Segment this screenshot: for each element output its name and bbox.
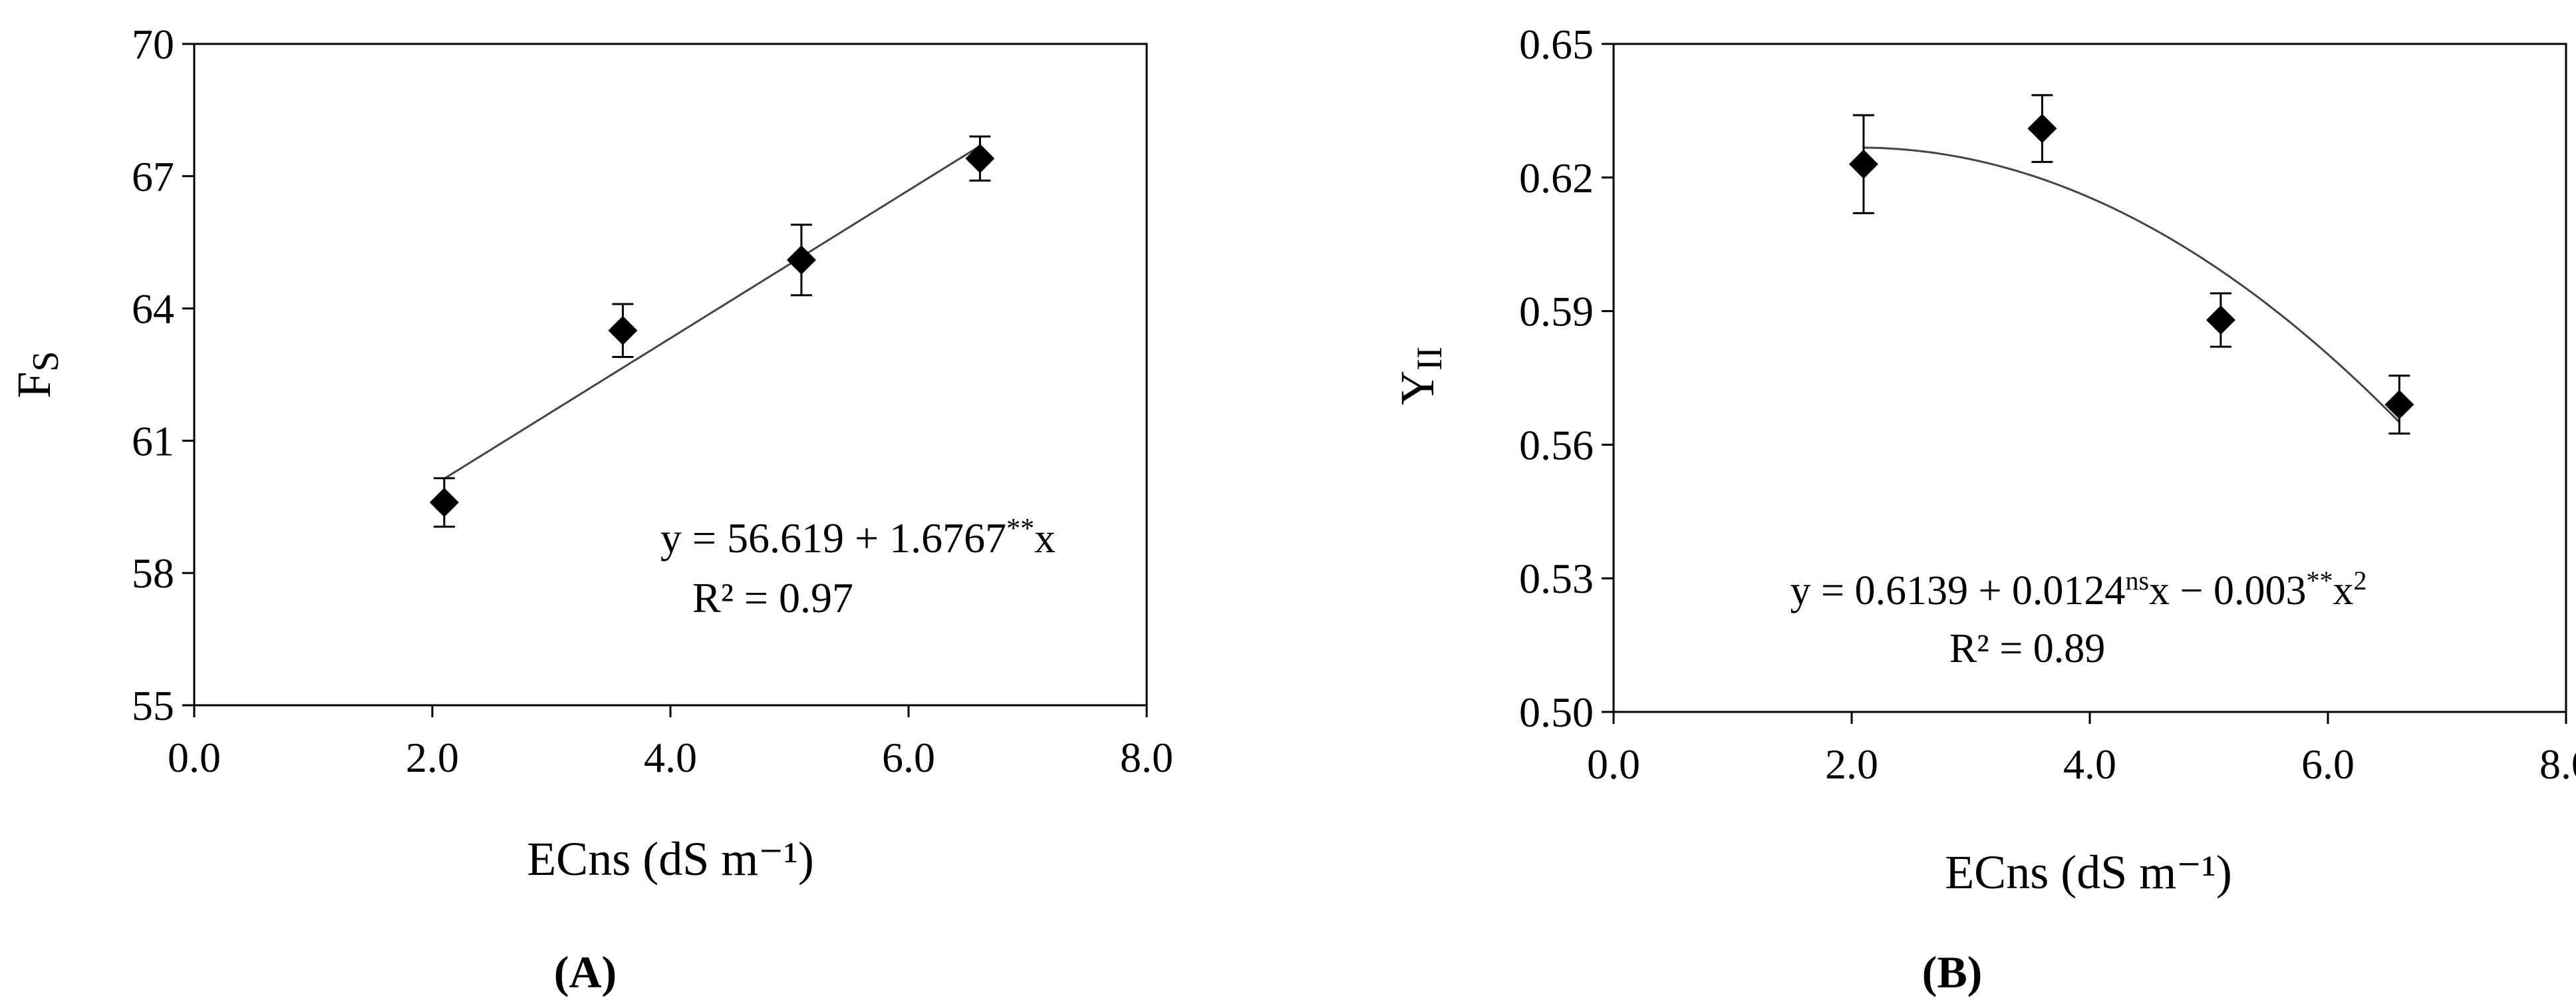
x-tick-label-a: 4.0 (644, 734, 697, 781)
equation-b-sup1: ns (2125, 566, 2149, 595)
equation-b: y = 0.6139 + 0.0124nsx − 0.003**x2 (1790, 566, 2367, 613)
panel-label-b: (B) (1922, 947, 1983, 997)
y-tick-label-a: 55 (132, 682, 174, 729)
x-tick-label-b: 0.0 (1587, 741, 1640, 788)
y-ticks-b: 0.50 0.53 0.56 0.59 0.62 0.65 (1519, 21, 1614, 736)
equation-a-prefix: y = 56.619 + 1.6767 (660, 514, 1006, 562)
points-a (429, 135, 995, 528)
data-point-b (2384, 390, 2414, 420)
y-axis-label-sub-b: II (1409, 347, 1449, 371)
fit-b (1863, 146, 2400, 423)
equation-b-suffix: x (2333, 568, 2353, 613)
x-tick-label-b: 2.0 (1825, 741, 1878, 788)
equation-a-sup: ** (1006, 514, 1034, 544)
y-tick-label-b: 0.50 (1519, 689, 1594, 736)
data-point-a (965, 144, 995, 174)
data-point-a (608, 315, 638, 345)
equation-b-middle: x − 0.003 (2149, 568, 2306, 613)
x-tick-label-a: 2.0 (406, 734, 459, 781)
fit-a (444, 145, 981, 480)
x-tick-label-b: 4.0 (2063, 741, 2116, 788)
data-point-b (2206, 305, 2235, 335)
y-axis-label-main-a: F (7, 372, 61, 399)
y-tick-label-b: 0.65 (1519, 21, 1594, 68)
data-point-a (786, 245, 816, 275)
y-tick-label-b: 0.56 (1519, 421, 1594, 468)
equation-b-sup2: ** (2306, 566, 2333, 595)
x-tick-label-b: 6.0 (2301, 741, 2355, 788)
plot-area-a (193, 43, 1148, 707)
data-point-b (1848, 149, 1878, 179)
x-axis-label-a: ECns (dS m⁻¹) (527, 832, 814, 886)
y-tick-label-a: 67 (132, 153, 174, 200)
equation-a: y = 56.619 + 1.6767**x (660, 514, 1056, 562)
trend-line-b (1863, 146, 2400, 423)
y-tick-label-a: 58 (132, 550, 174, 597)
x-tick-label-a: 8.0 (1120, 734, 1173, 781)
equation-a-suffix: x (1034, 514, 1056, 562)
equation-b-prefix: y = 0.6139 + 0.0124 (1790, 568, 2126, 613)
x-tick-label-a: 0.0 (168, 734, 221, 781)
panel-label-a: (A) (554, 947, 617, 997)
x-ticks-a: 0.0 2.0 4.0 6.0 8.0 (168, 705, 1173, 781)
panel-a: 55 58 61 64 67 70 0.0 2.0 4.0 6.0 8.0 FS ECns (dS… (7, 21, 1173, 997)
x-tick-label-b: 8.0 (2539, 741, 2576, 788)
trend-line-a (444, 145, 981, 480)
equation-b-sup3: 2 (2353, 566, 2366, 595)
panel-b: 0.50 0.53 0.56 0.59 0.62 0.65 0.0 2.0 4.0 6.0 8.0… (1391, 21, 2576, 997)
data-point-b (2027, 114, 2057, 144)
y-tick-label-b: 0.59 (1519, 288, 1594, 335)
x-ticks-b: 0.0 2.0 4.0 6.0 8.0 (1587, 712, 2576, 788)
y-tick-label-a: 61 (132, 417, 174, 464)
y-axis-label-main-b: Y (1391, 371, 1444, 405)
y-axis-label-b: YII (1391, 347, 1449, 405)
x-tick-label-a: 6.0 (882, 734, 935, 781)
r2-b: R² = 0.89 (1949, 626, 2105, 671)
x-axis-label-b: ECns (dS m⁻¹) (1945, 846, 2232, 899)
y-axis-label-a: FS (7, 351, 67, 398)
y-tick-label-a: 64 (132, 285, 174, 333)
points-b (1848, 94, 2414, 435)
r2-a: R² = 0.97 (692, 574, 853, 621)
y-tick-label-b: 0.62 (1519, 154, 1594, 202)
y-axis-label-sub-a: S (25, 351, 67, 371)
y-ticks-a: 55 58 61 64 67 70 (132, 21, 194, 729)
y-tick-label-a: 70 (132, 21, 174, 68)
data-point-a (429, 488, 459, 518)
y-tick-label-b: 0.53 (1519, 555, 1594, 602)
